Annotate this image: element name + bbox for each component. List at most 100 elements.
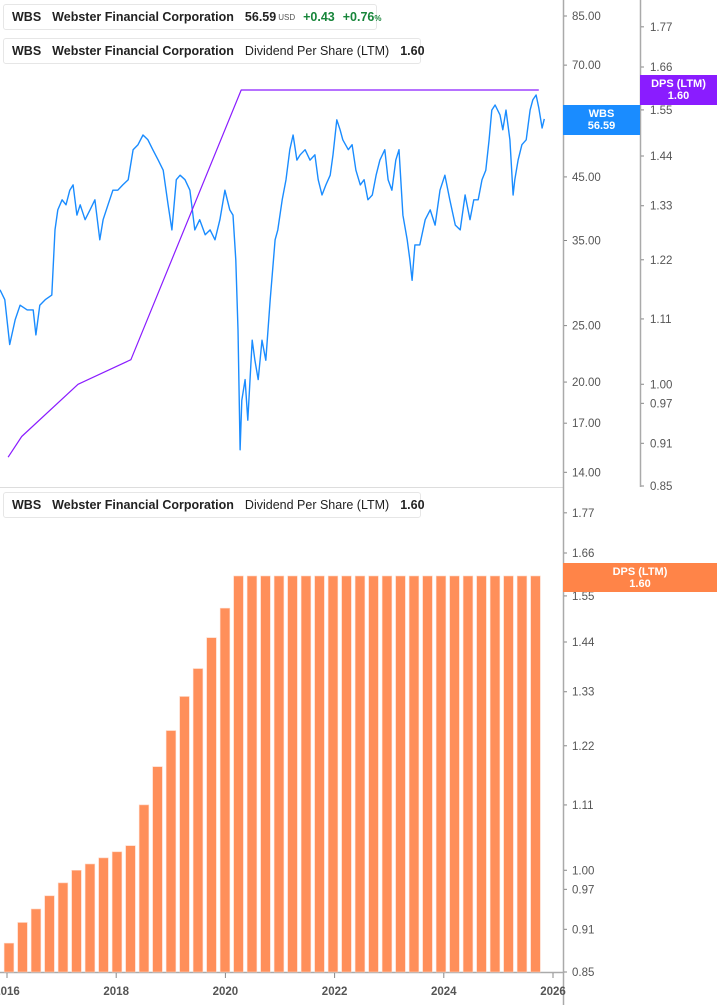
dps-tick-label: 1.00: [650, 379, 672, 391]
legend-ticker: WBS: [12, 10, 42, 24]
dps-bar: [165, 730, 177, 973]
dps-tag-name: DPS (LTM): [651, 78, 706, 90]
bar-y-tick-label: 0.91: [572, 924, 594, 936]
dps-line: [7, 89, 539, 458]
dps-bar: [111, 851, 123, 973]
dps-bar: [44, 895, 55, 973]
price-tick-label: 25.00: [572, 321, 601, 333]
top-lines: [0, 89, 545, 458]
dps-bar: [98, 857, 109, 973]
x-tick-label: 2022: [322, 986, 348, 998]
dps-tick-label: 1.22: [650, 255, 672, 267]
dps-bar: [530, 575, 541, 973]
bar-y-tick-label: 1.55: [572, 591, 594, 603]
legend-value: 1.60: [400, 44, 425, 58]
dps-bar: [206, 637, 217, 973]
legend-metric: Dividend Per Share (LTM): [244, 44, 390, 58]
legend-company: Webster Financial Corporation: [52, 498, 234, 512]
bar-y-tick-label: 0.85: [572, 967, 594, 979]
dps-legend-top[interactable]: WBS Webster Financial Corporation Divide…: [3, 38, 425, 64]
dps-bar: [138, 804, 150, 973]
dps-bar: [125, 845, 136, 973]
dps-tag-value: 1.60: [667, 90, 690, 102]
dps-tick-label: 0.91: [650, 438, 672, 450]
price-tick-label: 85.00: [572, 11, 601, 23]
dps-bar: [354, 575, 366, 973]
price-tag: WBS 56.59: [563, 105, 640, 135]
dps-bar: [381, 575, 393, 973]
dps-bar: [476, 575, 487, 973]
dps-tick-label: 1.33: [650, 201, 672, 213]
x-tick-label: 2016: [0, 986, 20, 998]
legend-change-pct: +0.76%: [343, 10, 382, 24]
dps-legend-bottom[interactable]: WBS Webster Financial Corporation Divide…: [3, 492, 425, 518]
dps-bar: [408, 575, 420, 973]
dps-bar: [192, 668, 204, 973]
bar-y-tick-label: 1.11: [572, 800, 594, 812]
price-tick-label: 45.00: [572, 172, 601, 184]
dps-tick-label: 0.85: [650, 481, 672, 493]
legend-currency: USD: [278, 12, 296, 22]
dps-tick-label: 1.66: [650, 62, 672, 74]
dps-bar: [287, 575, 298, 973]
price-tick-label: 70.00: [572, 60, 601, 72]
bar-y-tick-label: 1.77: [572, 508, 594, 520]
dps-tick-label: 1.55: [650, 105, 672, 117]
legend-change-pct-value: +0.76: [342, 10, 375, 24]
dps-bar: [503, 575, 514, 973]
dps-bar: [327, 575, 339, 973]
dps-bar: [435, 575, 447, 973]
bar-y-tick-label: 1.66: [572, 548, 594, 560]
price-tag-name: WBS: [588, 108, 615, 120]
bar-y-tick-label: 1.33: [572, 687, 594, 699]
dps-bar: [152, 766, 163, 973]
dps-bar: [368, 575, 379, 973]
dps-bar: [314, 575, 325, 973]
dps-bar: [341, 575, 352, 973]
x-tick-label: 2018: [103, 986, 129, 998]
dps-bar: [300, 575, 312, 973]
legend-pct-sign: %: [374, 14, 382, 23]
dps-bar: [449, 575, 460, 973]
bar-y-tick-label: 1.44: [572, 637, 595, 649]
dps-bar: [516, 575, 528, 973]
dps-bars: [3, 575, 541, 973]
dps-bar: [179, 696, 190, 973]
legend-price: 56.59: [244, 10, 277, 24]
dps-bar: [422, 575, 433, 973]
price-legend[interactable]: WBS Webster Financial Corporation 56.59 …: [3, 4, 382, 30]
dps-tick-label: 1.44: [650, 151, 673, 163]
dps-tick-label: 1.11: [650, 314, 672, 326]
price-tick-label: 14.00: [572, 467, 601, 479]
dps-tag-bottom: DPS (LTM) 1.60: [563, 563, 717, 592]
dps-tag-top: DPS (LTM) 1.60: [640, 75, 717, 105]
legend-ticker: WBS: [12, 498, 42, 512]
dps-bar: [233, 575, 244, 973]
price-line: [0, 94, 545, 451]
dps-bar: [30, 908, 42, 973]
dps-bar: [3, 942, 15, 973]
dps-tick-label: 1.77: [650, 22, 672, 34]
dps-bar: [260, 575, 271, 973]
x-tick-label: 2026: [540, 986, 566, 998]
x-tick-label: 2024: [431, 986, 457, 998]
price-tick-label: 35.00: [572, 235, 601, 247]
dps-bar: [462, 575, 474, 973]
dps-tag-name: DPS (LTM): [612, 565, 668, 578]
dps-bar: [219, 607, 231, 973]
legend-company: Webster Financial Corporation: [52, 10, 234, 24]
legend-ticker: WBS: [12, 44, 42, 58]
dps-bar: [17, 922, 28, 973]
legend-company: Webster Financial Corporation: [52, 44, 234, 58]
price-tick-label: 20.00: [572, 377, 601, 389]
dps-bar: [273, 575, 285, 973]
x-tick-label: 2020: [213, 986, 239, 998]
price-tag-value: 56.59: [587, 120, 616, 132]
dps-bar: [57, 882, 69, 973]
dps-bar: [246, 575, 258, 973]
dps-bar: [84, 863, 96, 973]
dps-tick-label: 0.97: [650, 398, 672, 410]
dps-bar: [489, 575, 501, 973]
bar-y-tick-label: 0.97: [572, 884, 594, 896]
